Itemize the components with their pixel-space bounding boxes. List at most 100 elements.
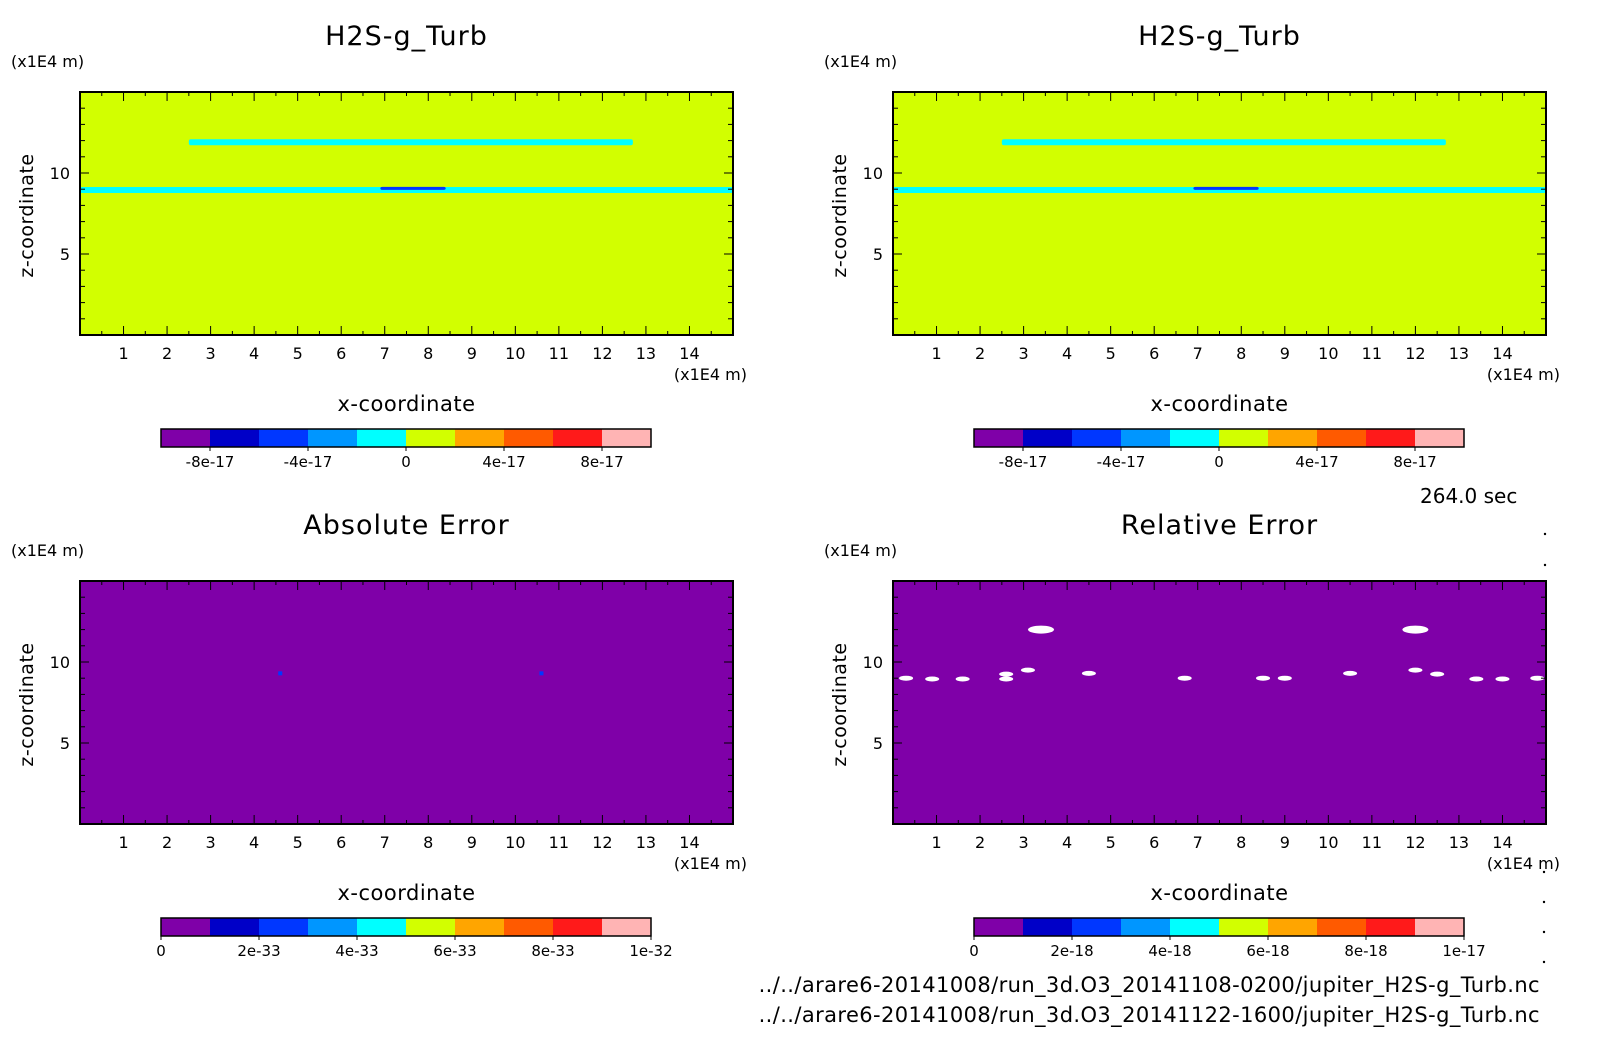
x-axis-title: x-coordinate — [337, 392, 475, 416]
x-tick-label: 4 — [1062, 833, 1072, 852]
x-tick-label: 1 — [931, 833, 941, 852]
colorbar-swatch — [504, 429, 554, 447]
colorbar-swatch — [357, 918, 407, 936]
heatmap-background — [893, 581, 1546, 824]
y-axis-title: z-coordinate — [829, 642, 851, 766]
edge-dot — [1542, 900, 1546, 904]
colorbar-swatch — [259, 918, 309, 936]
heatmap-band — [893, 187, 1546, 194]
colorbar-swatch — [1023, 918, 1073, 936]
x-tick-label: 1 — [118, 344, 128, 363]
undefined-spot — [999, 676, 1014, 682]
y-tick-label: 10 — [863, 653, 883, 672]
x-axis-title: x-coordinate — [337, 881, 475, 905]
x-tick-label: 13 — [1449, 833, 1469, 852]
colorbar-swatch — [1121, 429, 1171, 447]
y-tick-label: 10 — [50, 653, 70, 672]
x-tick-label: 1 — [118, 833, 128, 852]
colorbar-label: 0 — [1214, 453, 1224, 471]
undefined-spot — [1530, 675, 1545, 681]
heatmap-band — [1001, 139, 1446, 146]
colorbar-swatch — [308, 918, 358, 936]
undefined-spot — [925, 676, 940, 682]
y-tick-label: 5 — [60, 734, 70, 753]
colorbar-swatch — [1366, 918, 1416, 936]
x-tick-label: 1 — [931, 344, 941, 363]
heatmap-spot — [539, 671, 544, 676]
chart-title: H2S-g_Turb — [325, 21, 488, 52]
undefined-spot — [1277, 675, 1292, 681]
colorbar-swatch — [602, 918, 652, 936]
colorbar-swatch — [406, 429, 456, 447]
x-tick-label: 8 — [423, 833, 433, 852]
x-axis-title: x-coordinate — [1150, 881, 1288, 905]
undefined-spot — [1343, 670, 1358, 676]
undefined-spot — [1256, 675, 1271, 681]
undefined-spot — [955, 676, 970, 682]
colorbar-swatch — [1121, 918, 1171, 936]
x-tick-label: 11 — [1362, 833, 1382, 852]
chart-panel-4: Relative Error(x1E4 m)1 2 3 4 5 6 7 8 9 10 11 12 13 1… — [824, 510, 1560, 960]
colorbar-swatch — [1219, 918, 1269, 936]
colorbar-label: 0 — [969, 942, 979, 960]
heatmap-band — [80, 187, 733, 194]
colorbar-swatch — [1072, 918, 1122, 936]
x-tick-label: 14 — [679, 833, 699, 852]
colorbar-swatch — [210, 918, 260, 936]
x-tick-label: 9 — [467, 344, 477, 363]
colorbar-swatch — [1366, 429, 1416, 447]
edge-dot — [1542, 870, 1546, 874]
x-tick-label: 2 — [162, 344, 172, 363]
x-tick-label: 13 — [1449, 344, 1469, 363]
colorbar-swatch — [1023, 429, 1073, 447]
x-tick-label: 6 — [1149, 833, 1159, 852]
heatmap-band — [1193, 186, 1259, 190]
colorbar-label: 0 — [156, 942, 166, 960]
x-tick-label: 12 — [592, 344, 612, 363]
y-unit-label: (x1E4 m) — [824, 52, 897, 71]
colorbar-label: 4e-33 — [335, 942, 378, 960]
edge-dot — [1542, 930, 1546, 934]
chart-title: Relative Error — [1121, 510, 1318, 541]
colorbar-swatch — [210, 429, 260, 447]
x-tick-label: 14 — [679, 344, 699, 363]
colorbar-label: 8e-17 — [1393, 453, 1436, 471]
colorbar-swatch — [1170, 429, 1220, 447]
x-tick-label: 7 — [1193, 344, 1203, 363]
colorbar-label: -8e-17 — [186, 453, 235, 471]
colorbar-label: 0 — [401, 453, 411, 471]
x-tick-label: 8 — [423, 344, 433, 363]
colorbar-label: 6e-33 — [433, 942, 476, 960]
x-unit-label: (x1E4 m) — [674, 365, 747, 384]
edge-dot — [1543, 532, 1547, 536]
colorbar-label: 8e-17 — [580, 453, 623, 471]
colorbar-swatch — [1219, 429, 1269, 447]
x-tick-label: 10 — [1318, 833, 1338, 852]
x-tick-label: 13 — [636, 833, 656, 852]
x-tick-label: 10 — [1318, 344, 1338, 363]
colorbar-swatch — [1415, 918, 1465, 936]
x-tick-label: 4 — [249, 344, 259, 363]
colorbar-label: 8e-33 — [531, 942, 574, 960]
x-tick-label: 11 — [1362, 344, 1382, 363]
colorbar-swatch — [1317, 429, 1367, 447]
edge-dot — [1543, 563, 1547, 567]
x-tick-label: 10 — [505, 344, 525, 363]
y-tick-label: 5 — [873, 245, 883, 264]
x-tick-label: 5 — [1106, 344, 1116, 363]
y-axis-title: z-coordinate — [16, 642, 38, 766]
file-path-1: ../../arare6-20141008/run_3d.O3_20141108… — [758, 973, 1540, 997]
colorbar-frame — [973, 917, 1465, 937]
colorbar-swatch — [1268, 918, 1318, 936]
x-tick-label: 5 — [293, 344, 303, 363]
x-tick-label: 11 — [549, 344, 569, 363]
colorbar-label: 4e-17 — [482, 453, 525, 471]
x-unit-label: (x1E4 m) — [1487, 854, 1560, 873]
x-tick-label: 11 — [549, 833, 569, 852]
y-tick-label: 5 — [60, 245, 70, 264]
x-axis-title: x-coordinate — [1150, 392, 1288, 416]
heatmap-background — [893, 92, 1546, 335]
y-tick-label: 10 — [50, 164, 70, 183]
colorbar-frame — [160, 917, 652, 937]
colorbar-swatch — [504, 918, 554, 936]
